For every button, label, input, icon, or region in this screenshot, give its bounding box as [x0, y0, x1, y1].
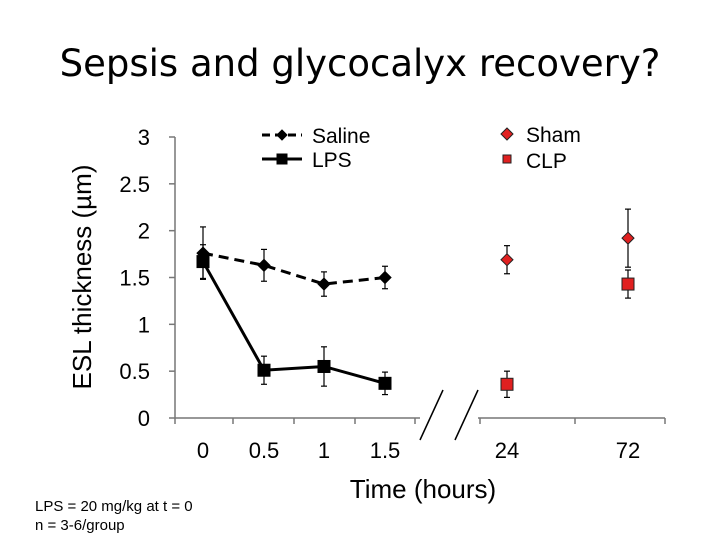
y-tick-label: 2 [138, 219, 150, 244]
data-point-lps [317, 359, 331, 373]
data-point-saline [257, 258, 271, 273]
legend-marker-lps [276, 153, 288, 165]
y-tick-label: 2.5 [119, 172, 150, 197]
y-tick-label: 1.5 [119, 266, 150, 291]
axis-break-mark [454, 389, 479, 441]
legend-marker-clp [502, 154, 512, 164]
series-line-saline [202, 251, 386, 286]
data-point-lps [257, 363, 271, 377]
x-tick-label: 1.5 [370, 438, 401, 463]
legend-marker-saline [276, 129, 288, 141]
legend-marker-sham [500, 127, 514, 141]
legend-label-clp: CLP [526, 150, 567, 173]
data-point-clp [500, 377, 514, 391]
series-line-lps [201, 260, 386, 385]
data-point-saline [317, 277, 331, 291]
note-dose: LPS = 20 mg/kg at t = 0 [35, 498, 193, 515]
slide-title: Sepsis and glycocalyx recovery? [59, 42, 661, 85]
legend-label-saline: Saline [312, 125, 370, 148]
y-tick-label: 0.5 [119, 359, 150, 384]
data-point-clp [621, 277, 635, 291]
y-tick-label: 1 [138, 312, 150, 337]
x-tick-label: 1 [318, 438, 330, 463]
x-axis-label: Time (hours) [350, 474, 496, 504]
data-point-saline [378, 270, 392, 285]
data-point-sham [621, 231, 635, 245]
x-tick-label: 0.5 [249, 438, 280, 463]
note-group-size: n = 3-6/group [35, 517, 125, 534]
x-tick-label: 0 [197, 438, 209, 463]
y-tick-label: 0 [138, 406, 150, 431]
x-tick-label: 24 [495, 438, 519, 463]
data-point-lps [378, 376, 392, 390]
data-point-lps [196, 255, 210, 269]
legend-label-sham: Sham [526, 124, 581, 147]
data-point-sham [500, 252, 514, 267]
y-axis-label: ESL thickness (µm) [67, 165, 97, 390]
y-tick-label: 3 [138, 125, 150, 150]
x-tick-label: 72 [616, 438, 640, 463]
axis-break-mark [419, 389, 444, 441]
legend-label-lps: LPS [312, 149, 352, 172]
